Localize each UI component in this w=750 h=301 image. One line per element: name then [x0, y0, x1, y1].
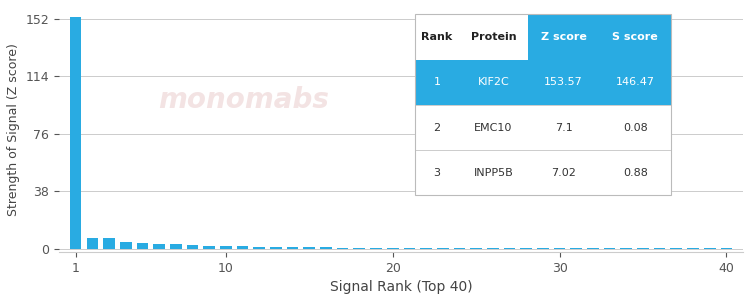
- Text: INPP5B: INPP5B: [473, 168, 513, 178]
- Text: 7.02: 7.02: [551, 168, 576, 178]
- Text: Z score: Z score: [541, 32, 586, 42]
- Y-axis label: Strength of Signal (Z score): Strength of Signal (Z score): [7, 43, 20, 216]
- Bar: [570, 248, 582, 249]
- Text: 3: 3: [433, 168, 440, 178]
- Bar: [454, 248, 465, 249]
- Point: [70, 246, 79, 250]
- Bar: [437, 248, 448, 249]
- Bar: [136, 243, 148, 249]
- FancyBboxPatch shape: [415, 60, 459, 105]
- FancyBboxPatch shape: [459, 14, 527, 60]
- Bar: [420, 248, 432, 249]
- Bar: [654, 248, 665, 249]
- Bar: [286, 247, 298, 249]
- Text: S score: S score: [613, 32, 658, 42]
- Bar: [520, 248, 532, 249]
- Bar: [86, 238, 98, 249]
- Text: Rank: Rank: [422, 32, 452, 42]
- FancyBboxPatch shape: [599, 150, 671, 195]
- Point: [63, 246, 72, 250]
- Bar: [587, 248, 598, 249]
- Text: 0.08: 0.08: [623, 123, 648, 132]
- Bar: [353, 248, 365, 249]
- Bar: [504, 248, 515, 249]
- FancyBboxPatch shape: [415, 105, 459, 150]
- Bar: [637, 248, 649, 249]
- Text: monomabs: monomabs: [158, 86, 329, 114]
- Text: 1: 1: [433, 77, 440, 87]
- FancyBboxPatch shape: [599, 105, 671, 150]
- Text: 153.57: 153.57: [544, 77, 583, 87]
- Bar: [70, 17, 82, 249]
- Bar: [170, 244, 182, 249]
- Bar: [104, 238, 115, 249]
- FancyBboxPatch shape: [459, 60, 527, 105]
- Bar: [387, 248, 398, 249]
- Bar: [337, 247, 349, 249]
- Bar: [187, 245, 198, 249]
- Bar: [237, 247, 248, 249]
- FancyBboxPatch shape: [415, 14, 459, 60]
- Bar: [620, 248, 632, 249]
- Text: 7.1: 7.1: [554, 123, 572, 132]
- Bar: [203, 246, 215, 249]
- Point: [63, 246, 72, 250]
- FancyBboxPatch shape: [599, 60, 671, 105]
- Bar: [470, 248, 482, 249]
- Bar: [153, 244, 165, 249]
- Bar: [604, 248, 616, 249]
- Text: 2: 2: [433, 123, 440, 132]
- FancyBboxPatch shape: [527, 14, 599, 60]
- Bar: [254, 247, 265, 249]
- FancyBboxPatch shape: [527, 60, 599, 105]
- Bar: [320, 247, 332, 249]
- Bar: [120, 242, 131, 249]
- FancyBboxPatch shape: [415, 150, 459, 195]
- Bar: [670, 248, 682, 249]
- FancyBboxPatch shape: [459, 150, 527, 195]
- FancyBboxPatch shape: [527, 150, 599, 195]
- Text: EMC10: EMC10: [474, 123, 512, 132]
- Text: 146.47: 146.47: [616, 77, 655, 87]
- Bar: [687, 248, 699, 249]
- FancyBboxPatch shape: [599, 14, 671, 60]
- Bar: [304, 247, 315, 249]
- FancyBboxPatch shape: [527, 105, 599, 150]
- Bar: [370, 248, 382, 249]
- Bar: [487, 248, 499, 249]
- Text: Protein: Protein: [470, 32, 516, 42]
- Bar: [220, 246, 232, 249]
- Bar: [554, 248, 566, 249]
- Text: 0.88: 0.88: [622, 168, 648, 178]
- X-axis label: Signal Rank (Top 40): Signal Rank (Top 40): [330, 280, 472, 294]
- FancyBboxPatch shape: [459, 105, 527, 150]
- Bar: [537, 248, 549, 249]
- Bar: [270, 247, 282, 249]
- Bar: [404, 248, 416, 249]
- Point: [70, 246, 79, 250]
- Text: KIF2C: KIF2C: [478, 77, 509, 87]
